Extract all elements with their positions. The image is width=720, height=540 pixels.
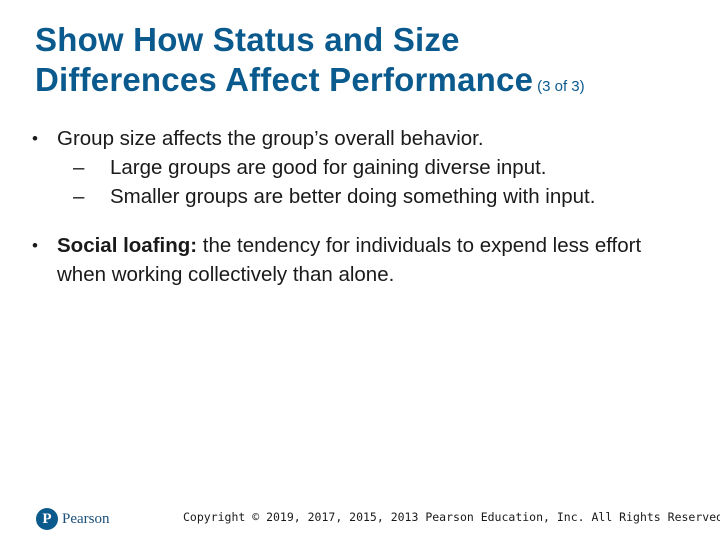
sub-bullet-text: Large groups are good for gaining divers… (110, 156, 547, 179)
copyright-notice: Copyright © 2019, 2017, 2015, 2013 Pears… (183, 510, 720, 524)
slide-title: Show How Status and Size Differences Aff… (35, 20, 695, 107)
bullet-marker: • (32, 129, 38, 148)
sub-bullet-item: – Large groups are good for gaining dive… (73, 153, 692, 182)
sub-bullet-item: – Smaller groups are better doing someth… (73, 182, 692, 211)
sub-bullet-list: – Large groups are good for gaining dive… (57, 153, 692, 211)
slide-title-line2: Differences Affect Performance (35, 61, 534, 98)
bullet-item: • Group size affects the group’s overall… (32, 124, 692, 211)
pearson-logo-text: Pearson (62, 510, 110, 527)
pearson-logo: P Pearson (36, 507, 110, 531)
sub-bullet-marker: – (73, 156, 85, 179)
sub-bullet-text: Smaller groups are better doing somethin… (110, 185, 596, 208)
pearson-logo-icon: P (36, 508, 58, 530)
bullet-term: Social loafing: (57, 234, 198, 257)
bullet-text: Group size affects the group’s overall b… (57, 127, 484, 150)
slide-title-suffix: (3 of 3) (537, 78, 585, 95)
bullet-list: • Group size affects the group’s overall… (32, 124, 692, 289)
slide-title-line1: Show How Status and Size (35, 21, 460, 58)
sub-bullet-marker: – (73, 185, 85, 208)
bullet-marker: • (32, 236, 38, 255)
bullet-item: • Social loafing: the tendency for indiv… (32, 231, 692, 289)
bullet-text: the tendency for individuals to expend l… (57, 234, 642, 286)
